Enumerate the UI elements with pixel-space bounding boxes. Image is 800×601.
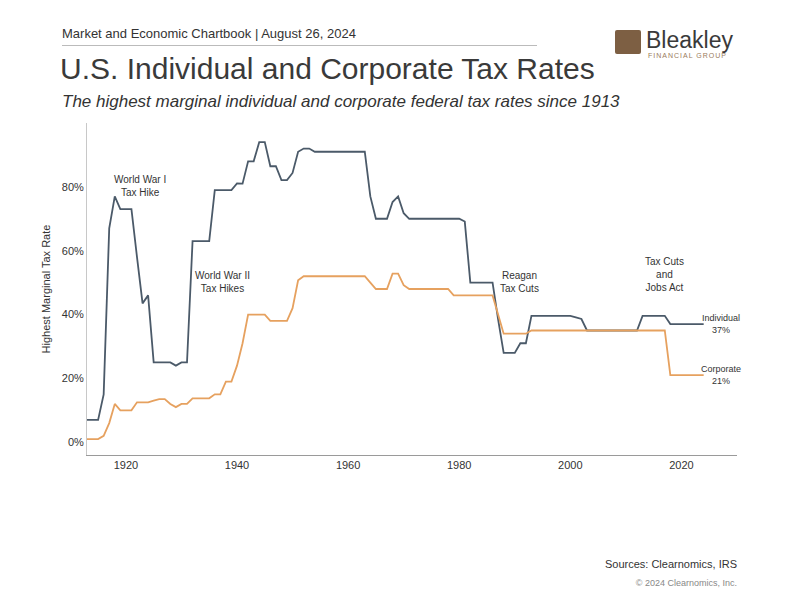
html-text:U.S. Individual and Corporate: U.S. Individual and Corporate Tax Rates xyxy=(60,52,595,85)
html-text:FINANCIAL GROUP: FINANCIAL GROUP xyxy=(648,52,727,59)
html-text:Bleakley: Bleakley xyxy=(646,27,733,53)
svg-text:40%: 40% xyxy=(62,308,84,320)
svg-text:Tax CutsandJobs Act: Tax CutsandJobs Act xyxy=(645,256,684,293)
svg-text:60%: 60% xyxy=(62,245,84,257)
html-text:Market and Economic Chartbook: Market and Economic Chartbook | August 2… xyxy=(62,26,356,41)
svg-text:ReaganTax Cuts: ReaganTax Cuts xyxy=(500,270,539,294)
svg-text:20%: 20% xyxy=(62,372,84,384)
html-text:The highest marginal individua: The highest marginal individual and corp… xyxy=(62,92,620,111)
svg-text:1920: 1920 xyxy=(114,459,138,471)
svg-text:80%: 80% xyxy=(62,181,84,193)
svg-text:2020: 2020 xyxy=(669,459,693,471)
svg-text:Individual37%: Individual37% xyxy=(702,313,740,335)
svg-text:1980: 1980 xyxy=(447,459,471,471)
svg-text:World War ITax Hike: World War ITax Hike xyxy=(114,174,166,198)
svg-text:1960: 1960 xyxy=(336,459,360,471)
svg-text:0%: 0% xyxy=(68,436,84,448)
svg-text:2000: 2000 xyxy=(558,459,582,471)
html-text:© 2024 Clearnomics, Inc.: © 2024 Clearnomics, Inc. xyxy=(635,578,737,588)
svg-text:1940: 1940 xyxy=(225,459,249,471)
svg-text:Corporate21%: Corporate21% xyxy=(701,364,741,386)
svg-text:World War IITax Hikes: World War IITax Hikes xyxy=(195,270,250,294)
svg-text:Highest Marginal Tax Rate: Highest Marginal Tax Rate xyxy=(40,225,52,354)
html-text:Sources: Clearnomics, IRS: Sources: Clearnomics, IRS xyxy=(605,558,737,570)
